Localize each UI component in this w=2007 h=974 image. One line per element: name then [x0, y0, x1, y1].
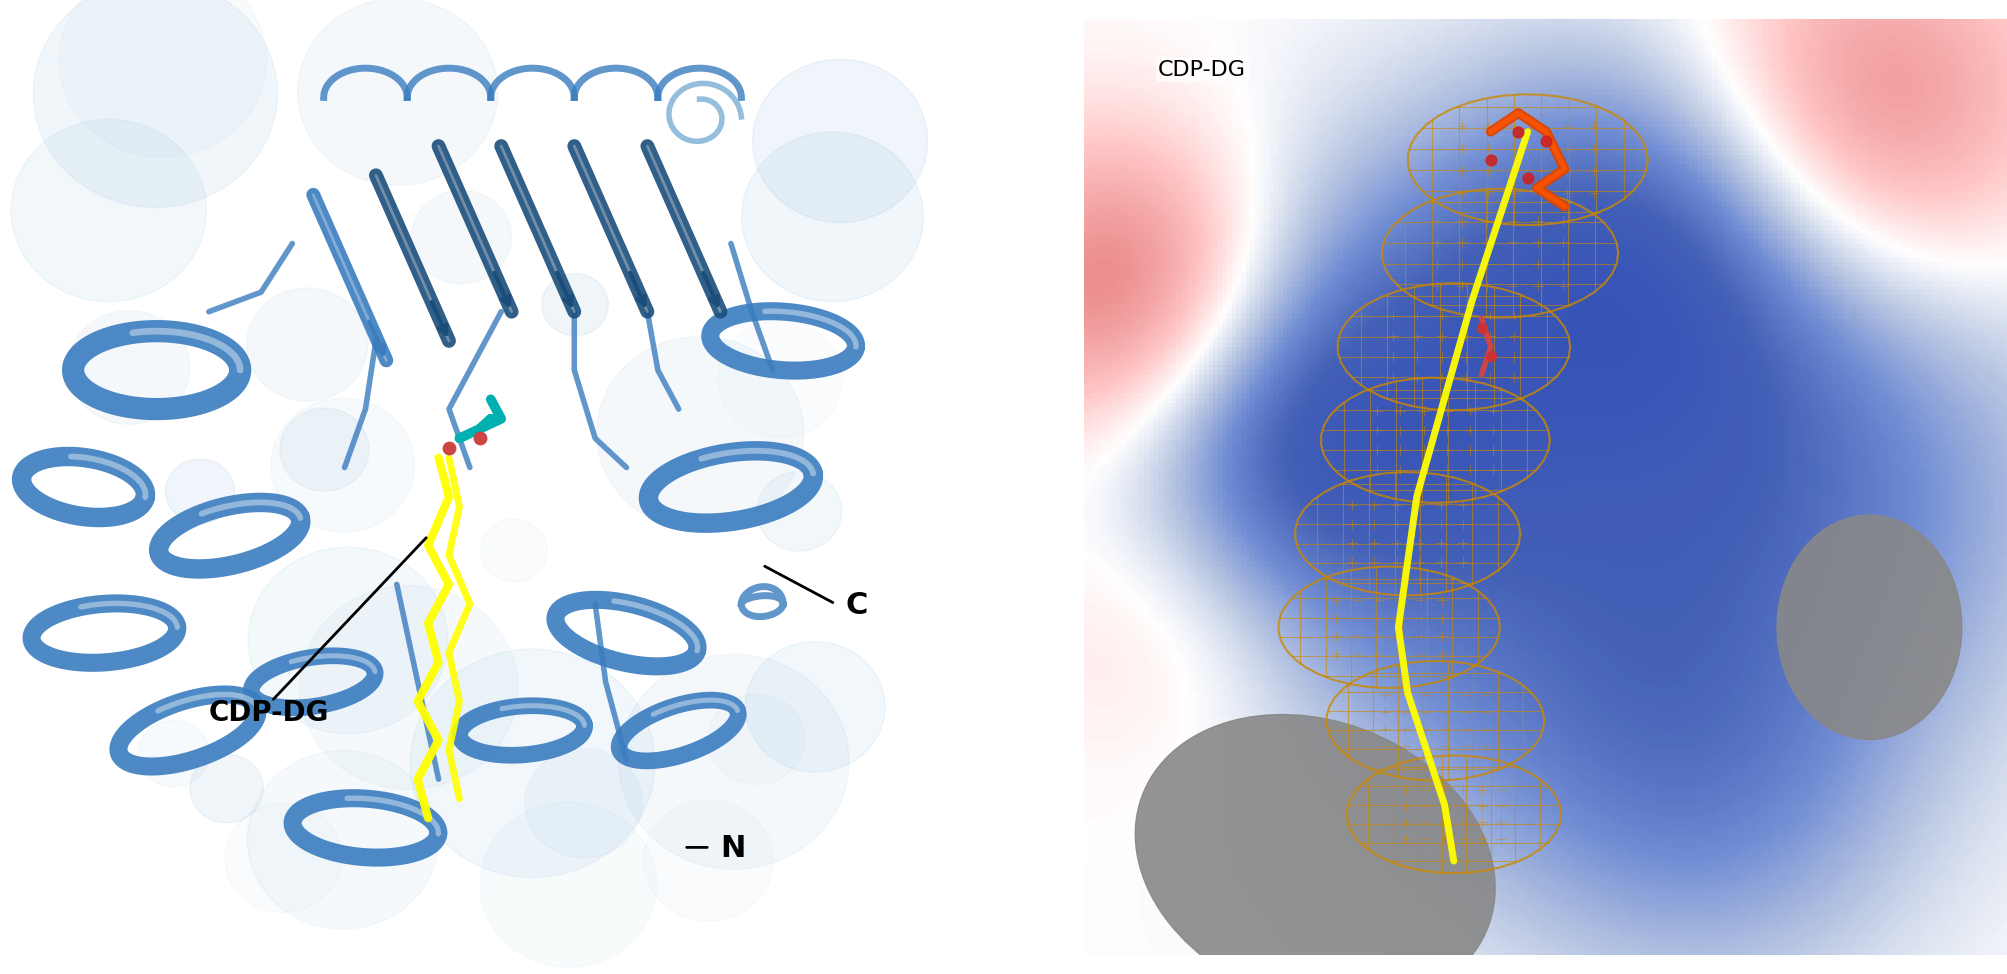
- Circle shape: [34, 0, 277, 207]
- Point: [1465, 320, 1497, 336]
- Circle shape: [745, 642, 885, 772]
- Circle shape: [249, 547, 448, 733]
- Circle shape: [741, 132, 923, 302]
- Text: N: N: [721, 834, 745, 863]
- Point: [1473, 152, 1505, 168]
- Point: [1511, 170, 1543, 186]
- Circle shape: [247, 751, 438, 929]
- Circle shape: [279, 408, 369, 491]
- Point: [464, 431, 496, 446]
- Circle shape: [297, 0, 498, 185]
- Circle shape: [165, 459, 235, 523]
- Point: [434, 440, 466, 456]
- Circle shape: [10, 119, 207, 302]
- Circle shape: [191, 754, 263, 823]
- Point: [1529, 133, 1561, 149]
- Circle shape: [596, 336, 803, 530]
- Text: CDP-DG: CDP-DG: [209, 698, 329, 727]
- Circle shape: [524, 748, 642, 858]
- Text: C: C: [845, 590, 867, 619]
- Circle shape: [542, 274, 608, 336]
- Circle shape: [299, 585, 518, 789]
- Circle shape: [271, 398, 413, 533]
- Text: CDP-DG: CDP-DG: [1158, 59, 1246, 80]
- Circle shape: [411, 190, 512, 283]
- Circle shape: [409, 649, 654, 878]
- Circle shape: [247, 288, 367, 401]
- Ellipse shape: [1134, 715, 1495, 974]
- Circle shape: [68, 311, 191, 425]
- Circle shape: [757, 471, 841, 551]
- Circle shape: [138, 721, 209, 787]
- Point: [1501, 124, 1533, 139]
- Circle shape: [753, 59, 927, 222]
- Ellipse shape: [1776, 515, 1961, 739]
- Circle shape: [618, 655, 849, 869]
- Point: [1473, 349, 1505, 364]
